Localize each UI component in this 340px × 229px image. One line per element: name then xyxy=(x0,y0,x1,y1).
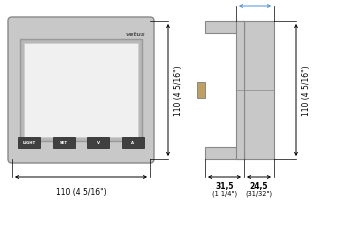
Bar xyxy=(24,44,138,137)
Text: 110 (4 5/16"): 110 (4 5/16") xyxy=(173,65,183,116)
Text: 110 (4 5/16"): 110 (4 5/16") xyxy=(56,187,106,196)
Bar xyxy=(122,137,144,148)
Text: 24,5: 24,5 xyxy=(250,181,268,190)
FancyBboxPatch shape xyxy=(8,18,154,163)
Bar xyxy=(205,22,244,34)
Bar xyxy=(53,137,75,148)
Bar xyxy=(197,83,205,98)
Bar xyxy=(244,22,274,159)
Bar xyxy=(205,147,244,159)
Text: 31,5: 31,5 xyxy=(215,181,234,190)
Text: LIGHT: LIGHT xyxy=(23,141,36,145)
Text: 110 (4 5/16"): 110 (4 5/16") xyxy=(302,65,310,116)
Bar xyxy=(87,137,109,148)
Bar xyxy=(20,40,142,141)
Text: V: V xyxy=(97,141,100,145)
Text: SET: SET xyxy=(60,141,68,145)
Bar xyxy=(18,137,40,148)
Text: (1 1/4"): (1 1/4") xyxy=(212,190,237,197)
Text: A: A xyxy=(131,141,134,145)
Text: (31/32"): (31/32") xyxy=(245,190,273,197)
Bar xyxy=(236,22,244,159)
Text: 21 ($\mathregular{^{13}/_{16}}$"): 21 ($\mathregular{^{13}/_{16}}$") xyxy=(237,0,273,3)
Text: vetus: vetus xyxy=(125,32,145,37)
